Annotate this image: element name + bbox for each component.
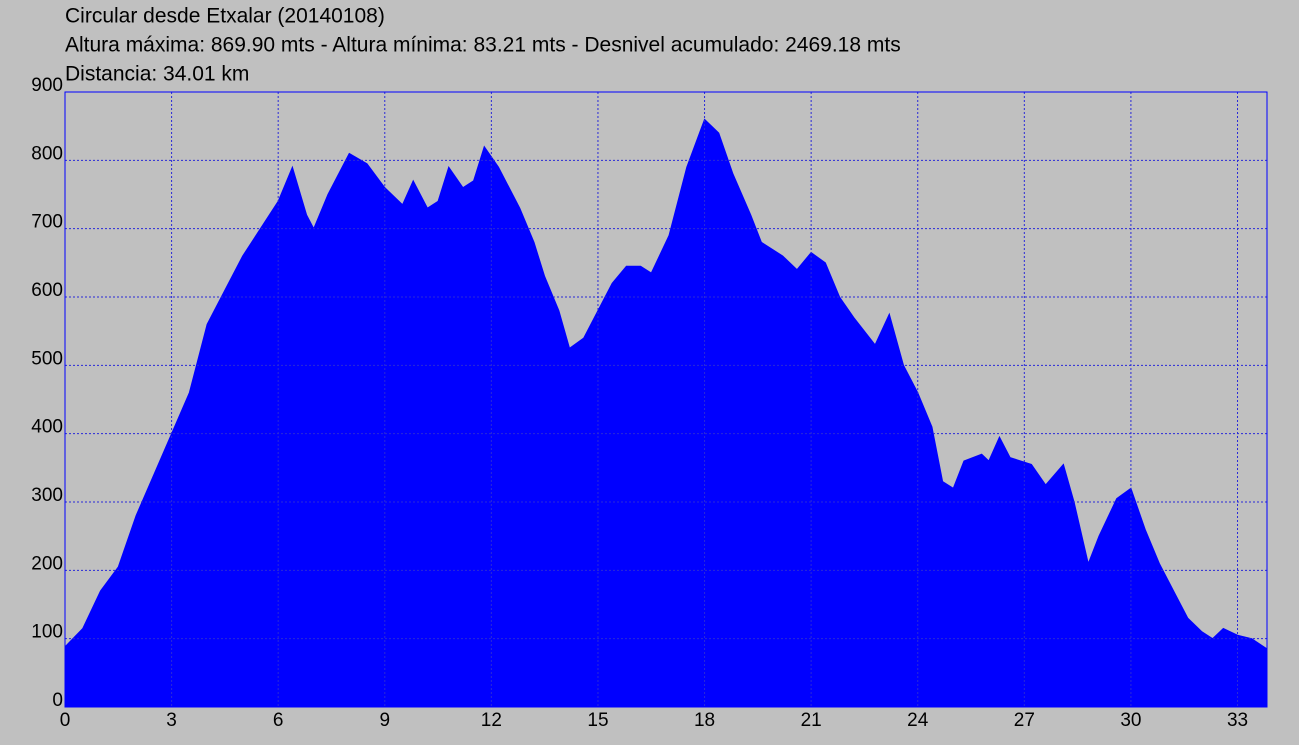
y-tick-label: 500 [31,348,63,369]
x-tick-label: 18 [694,710,715,731]
y-tick-label: 700 [31,212,63,233]
x-tick-label: 0 [60,710,71,731]
plot-frame [64,91,1268,708]
x-tick-label: 33 [1227,710,1248,731]
y-tick-label: 800 [31,143,63,164]
x-tick-label: 3 [166,710,177,731]
chart-distance: Distancia: 34.01 km [65,63,249,86]
chart-title: Circular desde Etxalar (20140108) [65,5,385,28]
chart-subtitle: Altura máxima: 869.90 mts - Altura mínim… [65,34,901,57]
elevation-area [64,118,1268,708]
x-tick-label: 9 [379,710,390,731]
x-tick-label: 15 [587,710,608,731]
x-tick-label: 27 [1014,710,1035,731]
x-tick-label: 24 [907,710,929,731]
x-tick-label: 6 [273,710,284,731]
y-tick-label: 300 [31,485,63,506]
x-tick-label: 21 [801,710,822,731]
x-tick-label: 30 [1120,710,1141,731]
y-tick-label: 600 [31,280,63,301]
y-tick-label: 900 [31,75,63,96]
y-tick-label: 100 [31,622,63,643]
y-tick-label: 0 [52,690,63,711]
x-tick-label: 12 [481,710,502,731]
y-tick-label: 200 [31,553,63,574]
y-tick-label: 400 [31,417,63,438]
